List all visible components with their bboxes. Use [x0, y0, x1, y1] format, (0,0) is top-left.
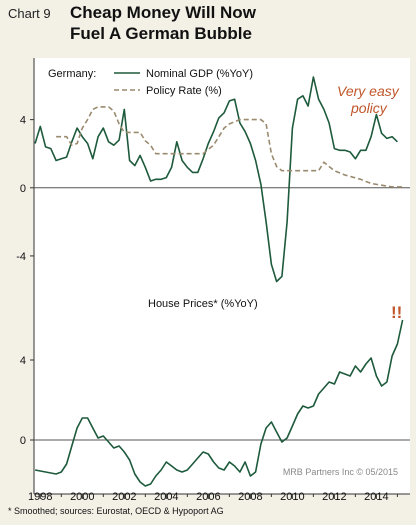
- legend-label-policy: Policy Rate (%): [146, 85, 222, 97]
- chart-number: Chart 9: [8, 6, 51, 21]
- chart-panel: [34, 58, 410, 494]
- top-legend: Germany: Nominal GDP (%YoY) Policy Rate …: [48, 68, 253, 97]
- x-tick-label: 2000: [70, 491, 94, 503]
- chart-title-line-2: Fuel A German Bubble: [70, 24, 252, 43]
- annotation-exclamation: !!: [391, 303, 402, 322]
- x-tick-label: 1998: [28, 491, 52, 503]
- gdp-policy-y-tick-label: 4: [20, 115, 26, 127]
- x-tick-label: 2014: [364, 491, 388, 503]
- chart-title: Cheap Money Will Now Fuel A German Bubbl…: [70, 2, 256, 44]
- house-prices-label: House Prices* (%YoY): [148, 298, 258, 310]
- legend-label-gdp: Nominal GDP (%YoY): [146, 68, 253, 80]
- series-policy-rate: [56, 106, 403, 188]
- x-tick-label: 2006: [196, 491, 220, 503]
- gdp-policy-y-tick-label: 0: [20, 183, 26, 195]
- x-tick-label: 2012: [322, 491, 346, 503]
- series-house-prices: [34, 319, 404, 487]
- x-tick-label: 2004: [154, 491, 178, 503]
- gdp-policy-y-tick-label: -4: [16, 251, 26, 263]
- series-nominal-gdp: [34, 76, 398, 283]
- legend-title: Germany:: [48, 68, 96, 80]
- x-tick-label: 2010: [280, 491, 304, 503]
- chart-marks: 4 0 -4 4 0 1998 2000 2002 2004 2006 2008 2010 2012 20…: [16, 76, 410, 503]
- footer-note: * Smoothed; sources: Eurostat, OECD & Hy…: [8, 506, 224, 516]
- chart-header: Chart 9 Cheap Money Will Now Fuel A Germ…: [0, 0, 416, 60]
- annotation-policy: policy: [350, 100, 388, 116]
- annotation-very-easy: Very easy: [337, 83, 400, 99]
- x-tick-label: 2002: [112, 491, 136, 503]
- credit: MRB Partners Inc © 05/2015: [283, 467, 398, 477]
- house-prices-y-tick-label: 4: [20, 355, 26, 367]
- chart-title-line-1: Cheap Money Will Now: [70, 3, 256, 22]
- house-prices-y-tick-label: 0: [20, 435, 26, 447]
- x-tick-label: 2008: [238, 491, 262, 503]
